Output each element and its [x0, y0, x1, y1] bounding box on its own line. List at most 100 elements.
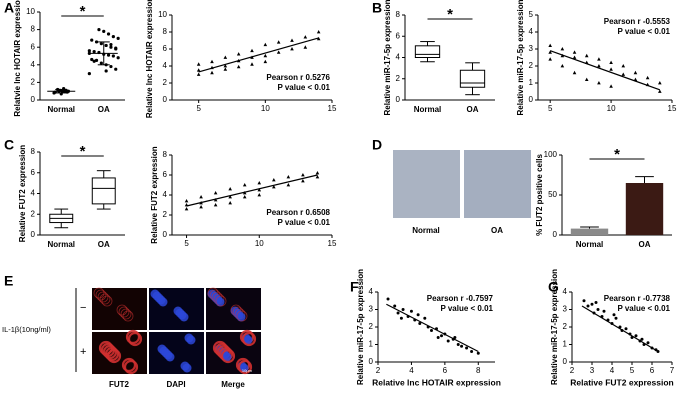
point	[401, 308, 405, 311]
x-tick-label: OA	[98, 240, 110, 249]
y-tick-label: 0	[563, 357, 568, 366]
point	[272, 185, 276, 189]
stain	[102, 344, 118, 360]
y-tick-label: 6	[31, 42, 36, 51]
y-tick-label: 2	[31, 209, 36, 218]
annotation: Pearson r -0.5553	[604, 17, 671, 26]
point	[560, 47, 565, 51]
dot	[97, 28, 101, 32]
y-axis-label: Relatvie lnc HOTAIR expression	[13, 0, 22, 117]
x-tick-label: 6	[443, 366, 448, 375]
point	[596, 308, 600, 311]
point	[548, 43, 552, 47]
point	[634, 334, 638, 338]
x-axis-label: Relative FUT2 expression	[570, 377, 673, 387]
column-label: Merge	[221, 380, 245, 389]
panel-label: G	[548, 279, 559, 295]
dot	[87, 51, 91, 55]
y-tick-label: 6	[31, 168, 36, 177]
point	[286, 175, 291, 179]
point	[316, 30, 321, 34]
y-axis-label: Relative FUT2 expression	[18, 145, 27, 242]
y-tick-label: 6	[163, 170, 168, 179]
dot	[104, 43, 108, 48]
dot	[92, 50, 96, 54]
point	[199, 205, 203, 209]
x-tick-label: 5	[196, 104, 201, 113]
point	[572, 50, 577, 54]
stain	[120, 308, 132, 320]
point	[621, 64, 626, 68]
point	[456, 343, 460, 346]
nucleus	[243, 335, 253, 345]
nucleus	[182, 363, 192, 373]
regression-line	[549, 50, 661, 91]
y-tick-label: 2	[563, 322, 568, 331]
nucleus	[179, 312, 189, 322]
x-tick-label: 10	[607, 104, 616, 113]
point	[614, 316, 618, 320]
stain	[123, 359, 139, 375]
row-label: −	[80, 302, 86, 314]
stain	[236, 310, 248, 322]
significance-label: *	[80, 3, 86, 20]
annotation: P value < 0.01	[617, 27, 670, 36]
point	[257, 188, 262, 192]
point	[184, 199, 189, 203]
point	[223, 55, 228, 59]
y-tick-label: 8	[396, 10, 401, 19]
y-tick-label: 100	[544, 150, 558, 159]
regression-line	[198, 37, 319, 73]
point	[315, 171, 320, 175]
point	[612, 313, 616, 317]
stain	[106, 348, 122, 364]
annotation: Pearson r 0.6508	[266, 208, 330, 217]
point	[210, 59, 214, 64]
point	[418, 322, 422, 325]
y-tick-label: 4	[31, 60, 36, 69]
stain	[241, 331, 257, 347]
regression-line	[186, 174, 318, 207]
point	[584, 53, 589, 58]
panel-label: D	[372, 137, 382, 153]
y-tick-label: 5	[529, 10, 534, 19]
annotation: P value < 0.01	[617, 304, 670, 313]
point	[196, 72, 201, 76]
x-tick-label: 5	[630, 366, 635, 375]
dot	[109, 42, 113, 47]
y-axis-label: Relative miR-17-5p expression	[550, 269, 559, 385]
point	[263, 59, 268, 64]
dot	[99, 42, 103, 46]
point	[586, 304, 590, 308]
dot	[87, 72, 91, 76]
point	[263, 53, 268, 58]
box	[91, 177, 116, 205]
y-tick-label: 2	[163, 78, 168, 87]
y-tick-label: 2	[369, 322, 374, 331]
point	[303, 45, 308, 49]
dot	[106, 32, 111, 36]
point	[548, 57, 552, 61]
nucleus	[222, 352, 232, 362]
x-tick-label: 15	[328, 239, 337, 248]
stain	[125, 329, 141, 345]
y-axis-label: Relative miR-17-5p expression	[516, 0, 525, 116]
point	[597, 81, 601, 85]
x-tick-label: 15	[328, 104, 337, 113]
dot	[109, 45, 113, 49]
bar	[625, 183, 664, 235]
stain	[101, 295, 113, 307]
stain	[122, 310, 134, 322]
annotation: P value < 0.01	[277, 83, 330, 92]
x-tick-label: 4	[610, 366, 615, 375]
point	[621, 72, 626, 76]
y-tick-label: 10	[26, 7, 35, 16]
scale-bar-label: 10μm	[242, 368, 253, 373]
column-label: DAPI	[166, 380, 185, 389]
y-tick-label: 0	[31, 95, 36, 104]
point	[290, 38, 294, 42]
point	[257, 193, 262, 197]
y-tick-label: 4	[396, 53, 401, 62]
point	[276, 40, 281, 44]
annotation: Pearson r -0.7738	[604, 294, 671, 303]
